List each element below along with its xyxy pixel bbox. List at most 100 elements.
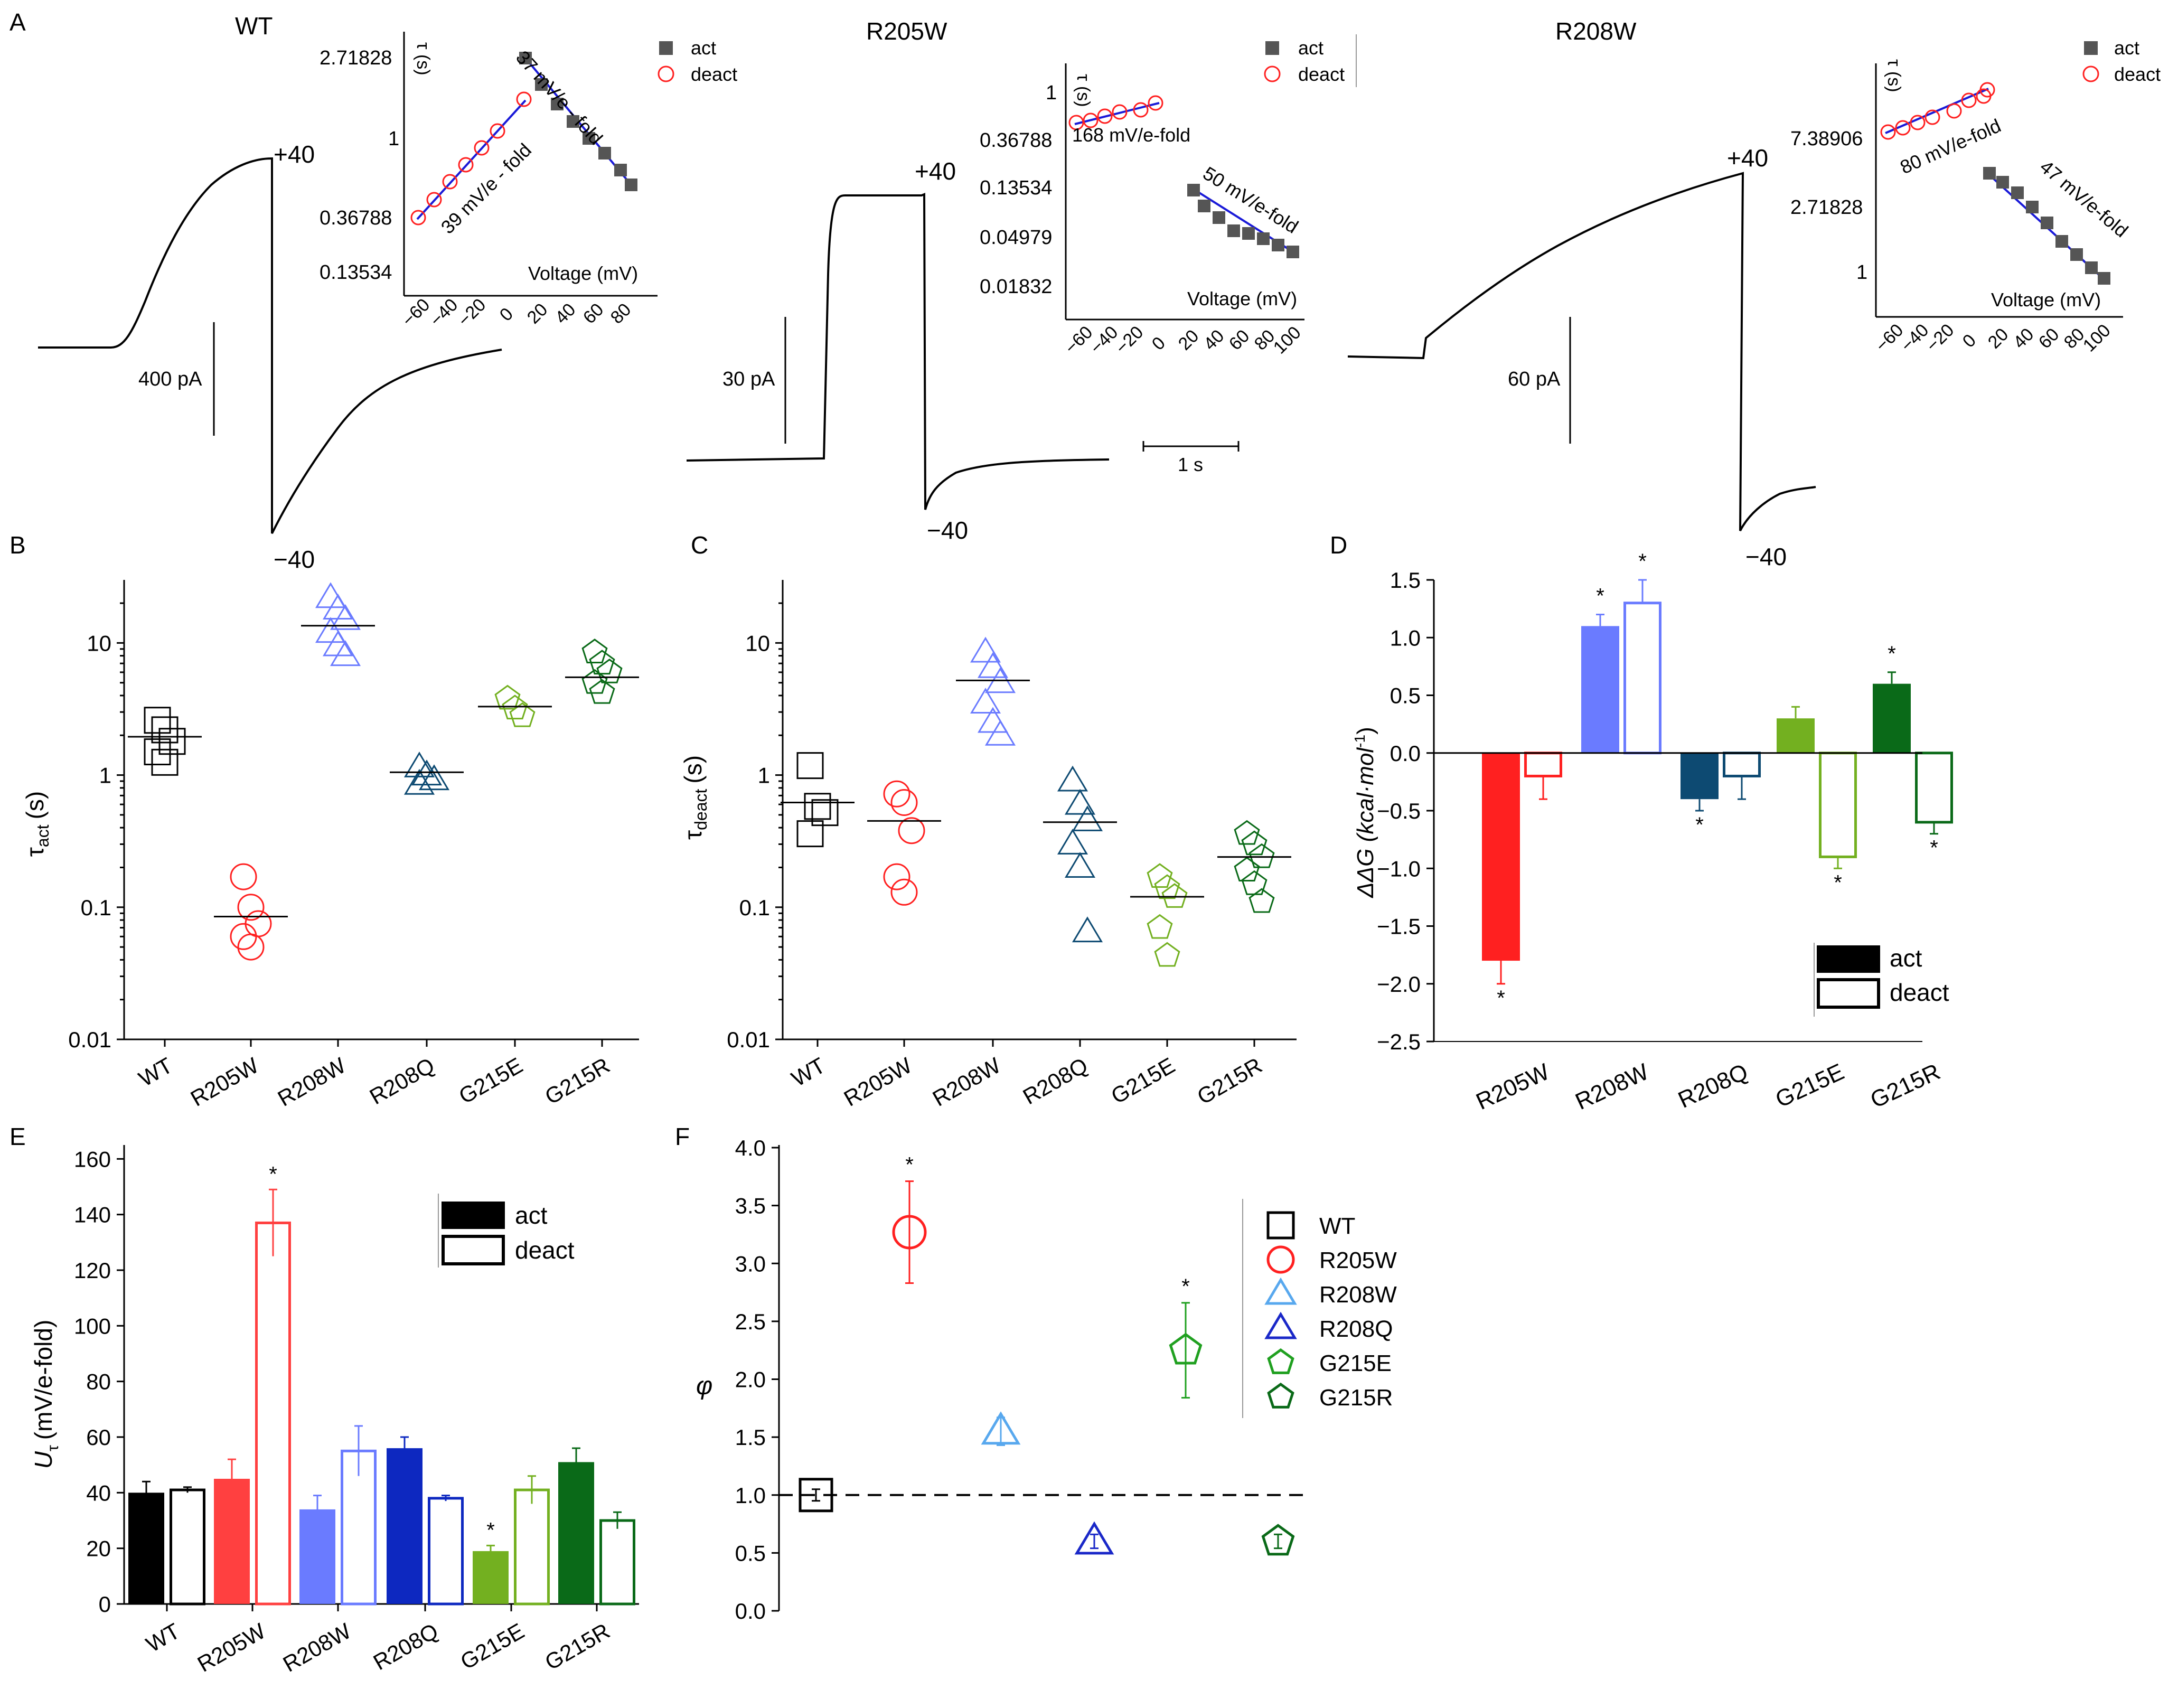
panel-f-legend-label: G215E (1319, 1350, 1392, 1376)
panel-c-point-g215e (1161, 883, 1188, 908)
inset-wt-deact-marker (474, 140, 490, 156)
inset-r208w-xtick: 0 (1959, 330, 1980, 351)
trace-title-wt: WT (235, 12, 273, 40)
legend-deact-label: deact (1890, 979, 1949, 1006)
trace-r205w-current (686, 193, 1110, 510)
legend-deact-label: deact (515, 1236, 575, 1264)
panel-e-ylabel-sub: τ (44, 1445, 62, 1451)
panel-c-xtick-label: G215R (1193, 1053, 1266, 1109)
panel-letter-c: C (691, 531, 708, 559)
panel-f-point-r208w (981, 1411, 1021, 1445)
panel-b-point-g215r (581, 639, 608, 663)
panel-b-ylabel-main: τ (21, 847, 49, 857)
panel-f-legend-marker-g215r (1267, 1382, 1294, 1409)
panel-f-ytick-label: 1.0 (735, 1483, 766, 1508)
panel-e-bar-deact (428, 1497, 464, 1606)
inset-r208w-deact-marker (1979, 82, 1995, 98)
panel-b-point-wt (144, 707, 171, 734)
panel-e-bar-deact (599, 1519, 635, 1606)
panel-e-bar-deact (170, 1488, 205, 1606)
panel-c-point-r208q (1072, 916, 1103, 943)
legend-deact-swatch (1817, 978, 1880, 1009)
legend-deact-swatch (1264, 65, 1281, 82)
inset-r205w-deact-marker (1133, 102, 1149, 118)
panel-b-xticks: WT R205W R208W R208Q G215E G215R (134, 1039, 614, 1111)
inset-r205w-deact-markers (1068, 95, 1163, 130)
panel-f-legend-label: WT (1319, 1213, 1355, 1239)
panel-f-ytick-label: 4.0 (735, 1135, 766, 1160)
panel-e-significance-star: * (486, 1518, 495, 1542)
panel-f-point-g215r (1261, 1524, 1295, 1556)
panel-d-bar-act (1777, 718, 1815, 753)
inset-wt-deact-markers (410, 91, 532, 226)
panel-e-ytick-label: 20 (86, 1536, 111, 1561)
panel-d-ylabel-sup: -1 (1351, 735, 1368, 748)
panel-b-point-wt (151, 748, 179, 776)
inset-r208w-deact-marker (1910, 115, 1926, 130)
panel-d-bar-deact (1623, 602, 1661, 755)
inset-r205w-act-marker (1227, 224, 1240, 237)
voltage-label-r205w-neg: −40 (927, 517, 968, 544)
inset-r205w-act-marker (1198, 200, 1210, 212)
legend-deact-label: deact (691, 63, 737, 85)
panel-letter-a: A (10, 8, 26, 36)
inset-r208w-deact-marker (1961, 92, 1977, 108)
panel-f-ytick-label: 3.0 (735, 1251, 766, 1276)
panel-c-point-r208q (1064, 852, 1096, 878)
panel-b-point-r208q (403, 752, 435, 777)
panel-f-point-g215e (1169, 1332, 1203, 1365)
inset-wt-xticks: −60 −40 −20 0 20 40 60 80 (398, 295, 635, 331)
panel-c-point-r205w (890, 878, 918, 906)
inset-wt-xtick: 60 (579, 299, 608, 328)
panel-b-point-wt (151, 716, 179, 744)
panel-e-bar-deact (255, 1221, 291, 1606)
panel-c-point-wt (811, 799, 839, 827)
panel-b-marks (128, 582, 639, 961)
inset-wt-deact-marker (410, 210, 426, 226)
panel-b-point-r208w (322, 630, 354, 656)
panel-f-ytick-label: 2.5 (735, 1309, 766, 1334)
panel-d-xticks: R205W R208W R208Q G215E G215R (1472, 1058, 1945, 1115)
inset-r208w-xtick: 20 (1984, 324, 2013, 353)
inset-r205w: τ (s) 1 0.36788 0.13534 0.04979 0.01832 … (980, 63, 1305, 358)
panel-c-xtick-label: G215E (1107, 1053, 1179, 1109)
panel-f-legend-marker-r205w (1266, 1245, 1295, 1274)
inset-r205w-deact-marker (1112, 104, 1128, 120)
scale-label-wt: 400 pA (138, 368, 202, 390)
panel-e-xtick-label: R208W (279, 1618, 355, 1677)
inset-r205w-act-marker (1257, 232, 1270, 245)
panel-e-legend: act deact (438, 1194, 575, 1268)
panel-f-yticks: 0.0 0.5 1.0 1.5 2.0 2.5 3.0 3.5 4.0 (735, 1135, 779, 1623)
panel-e-ytick-label: 140 (74, 1203, 111, 1227)
panel-f-legend-marker-wt (1266, 1211, 1295, 1240)
panel-d-bar-deact (1524, 752, 1562, 777)
inset-r208w-xtick: −20 (1922, 320, 1958, 356)
inset-r208w-deact-fit (1885, 88, 1989, 134)
trace-r208w-current (1347, 172, 1816, 531)
panel-b-point-g215r (596, 659, 623, 683)
panel-b-point-r208w (330, 640, 361, 667)
panel-d-bar-deact (1819, 752, 1857, 858)
panel-f-point-r208q (1074, 1521, 1114, 1555)
panel-f-legend-marker-r208w (1264, 1277, 1297, 1305)
panel-f-ytick-label: 0.5 (735, 1541, 766, 1565)
panel-b-point-g215e (509, 702, 536, 727)
panel-b-point-g215e (494, 684, 521, 710)
panel-e-significance-star: * (269, 1162, 277, 1186)
inset-r208w-deact-marker (1924, 109, 1940, 125)
inset-r205w-xtick: 100 (1270, 323, 1305, 358)
panel-d-ytick-label: 1.0 (1390, 625, 1421, 650)
inset-r205w-ytick: 0.01832 (980, 276, 1052, 298)
panel-e-ytick-label: 100 (74, 1313, 111, 1338)
panel-d-significance-star: * (1930, 837, 1938, 860)
panel-d-ytick-label: −1.5 (1377, 914, 1421, 939)
legend-act-swatch (2084, 41, 2098, 55)
inset-r208w-deact-marker (1880, 124, 1896, 140)
panel-b-xtick-label: G215R (541, 1053, 614, 1109)
inset-r208w-ytick: 2.71828 (1790, 196, 1863, 219)
inset-r205w-act-marker (1287, 246, 1299, 258)
legend-deact-swatch (442, 1235, 505, 1265)
inset-wt-xtick: 20 (523, 299, 552, 328)
panel-d-bar-deact (1723, 752, 1761, 777)
inset-wt-ytick: 0.13534 (320, 261, 392, 284)
